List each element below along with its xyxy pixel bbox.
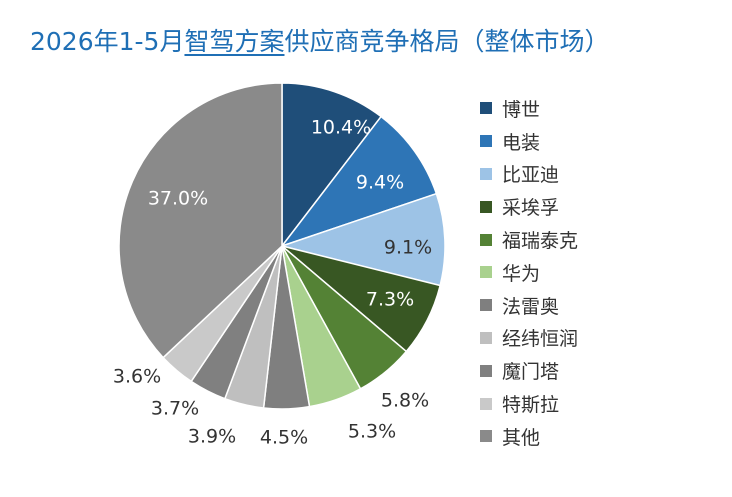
legend-label: 博世: [502, 98, 541, 121]
legend-label: 电装: [502, 131, 541, 154]
legend-label: 其他: [502, 426, 541, 449]
legend-label: 魔门塔: [502, 361, 560, 384]
legend-label: 特斯拉: [502, 394, 560, 417]
legend-item-3: 比亚迪: [480, 158, 578, 191]
legend-swatch: [480, 135, 492, 148]
pie-data-labels: 10.4% 9.4% 9.1% 7.3% 5.8% 5.3% 4.5% 3.9% 3.7% 3.6…: [113, 117, 432, 449]
legend-item-11: 其他: [480, 420, 578, 453]
legend-item-5: 福瑞泰克: [480, 223, 578, 256]
legend-label: 采埃孚: [502, 197, 560, 220]
legend-item-1: 博世: [480, 92, 578, 125]
legend-label: 法雷奥: [502, 295, 560, 318]
pie-slice-1: [281, 82, 383, 249]
legend-item-10: 特斯拉: [480, 387, 578, 420]
pie-data-label-9: 3.7%: [151, 398, 199, 420]
pie-data-label-1: 10.4%: [311, 117, 371, 139]
chart-title: 2026年1-5月智驾方案供应商竞争格局（整体市场）: [30, 22, 610, 58]
legend-swatch: [480, 331, 492, 344]
legend-item-6: 华为: [480, 256, 578, 289]
pie-slice-3: [279, 192, 446, 287]
pie-data-label-2: 9.4%: [356, 172, 404, 194]
pie-data-label-11: 37.0%: [148, 188, 208, 210]
legend-swatch: [480, 102, 492, 115]
legend-swatch: [480, 364, 492, 377]
pie-data-label-10: 3.6%: [113, 366, 161, 388]
legend-swatch: [480, 233, 492, 246]
legend-swatch: [480, 167, 492, 180]
pie-data-label-3: 9.1%: [384, 237, 432, 259]
legend-label: 比亚迪: [502, 164, 560, 187]
pie-data-label-4: 7.3%: [366, 289, 414, 311]
legend-swatch: [480, 397, 492, 410]
chart-title-pre: 2026年1-5月: [30, 27, 185, 56]
legend-item-8: 经纬恒润: [480, 322, 578, 355]
chart-title-post: 供应商竞争格局（整体市场）: [284, 27, 610, 56]
legend-swatch: [480, 430, 492, 443]
pie-data-label-6: 5.3%: [348, 421, 396, 443]
legend-swatch: [480, 266, 492, 279]
pie-data-label-8: 3.9%: [188, 426, 236, 448]
legend-item-7: 法雷奥: [480, 289, 578, 322]
chart-legend: 博世电装比亚迪采埃孚福瑞泰克华为法雷奥经纬恒润魔门塔特斯拉其他: [480, 92, 578, 453]
pie-slice-2: [279, 115, 438, 248]
legend-item-9: 魔门塔: [480, 354, 578, 387]
legend-item-2: 电装: [480, 125, 578, 158]
chart-title-underlined: 智驾方案: [184, 27, 285, 56]
legend-swatch: [480, 299, 492, 312]
pie-slices: [118, 82, 446, 410]
pie-data-label-7: 4.5%: [260, 427, 308, 449]
pie-data-label-5: 5.8%: [381, 390, 429, 412]
legend-label: 经纬恒润: [502, 328, 579, 351]
legend-label: 福瑞泰克: [502, 230, 579, 253]
legend-item-4: 采埃孚: [480, 190, 578, 223]
pie-slice-11: [118, 82, 283, 359]
legend-label: 华为: [502, 262, 541, 285]
legend-swatch: [480, 200, 492, 213]
